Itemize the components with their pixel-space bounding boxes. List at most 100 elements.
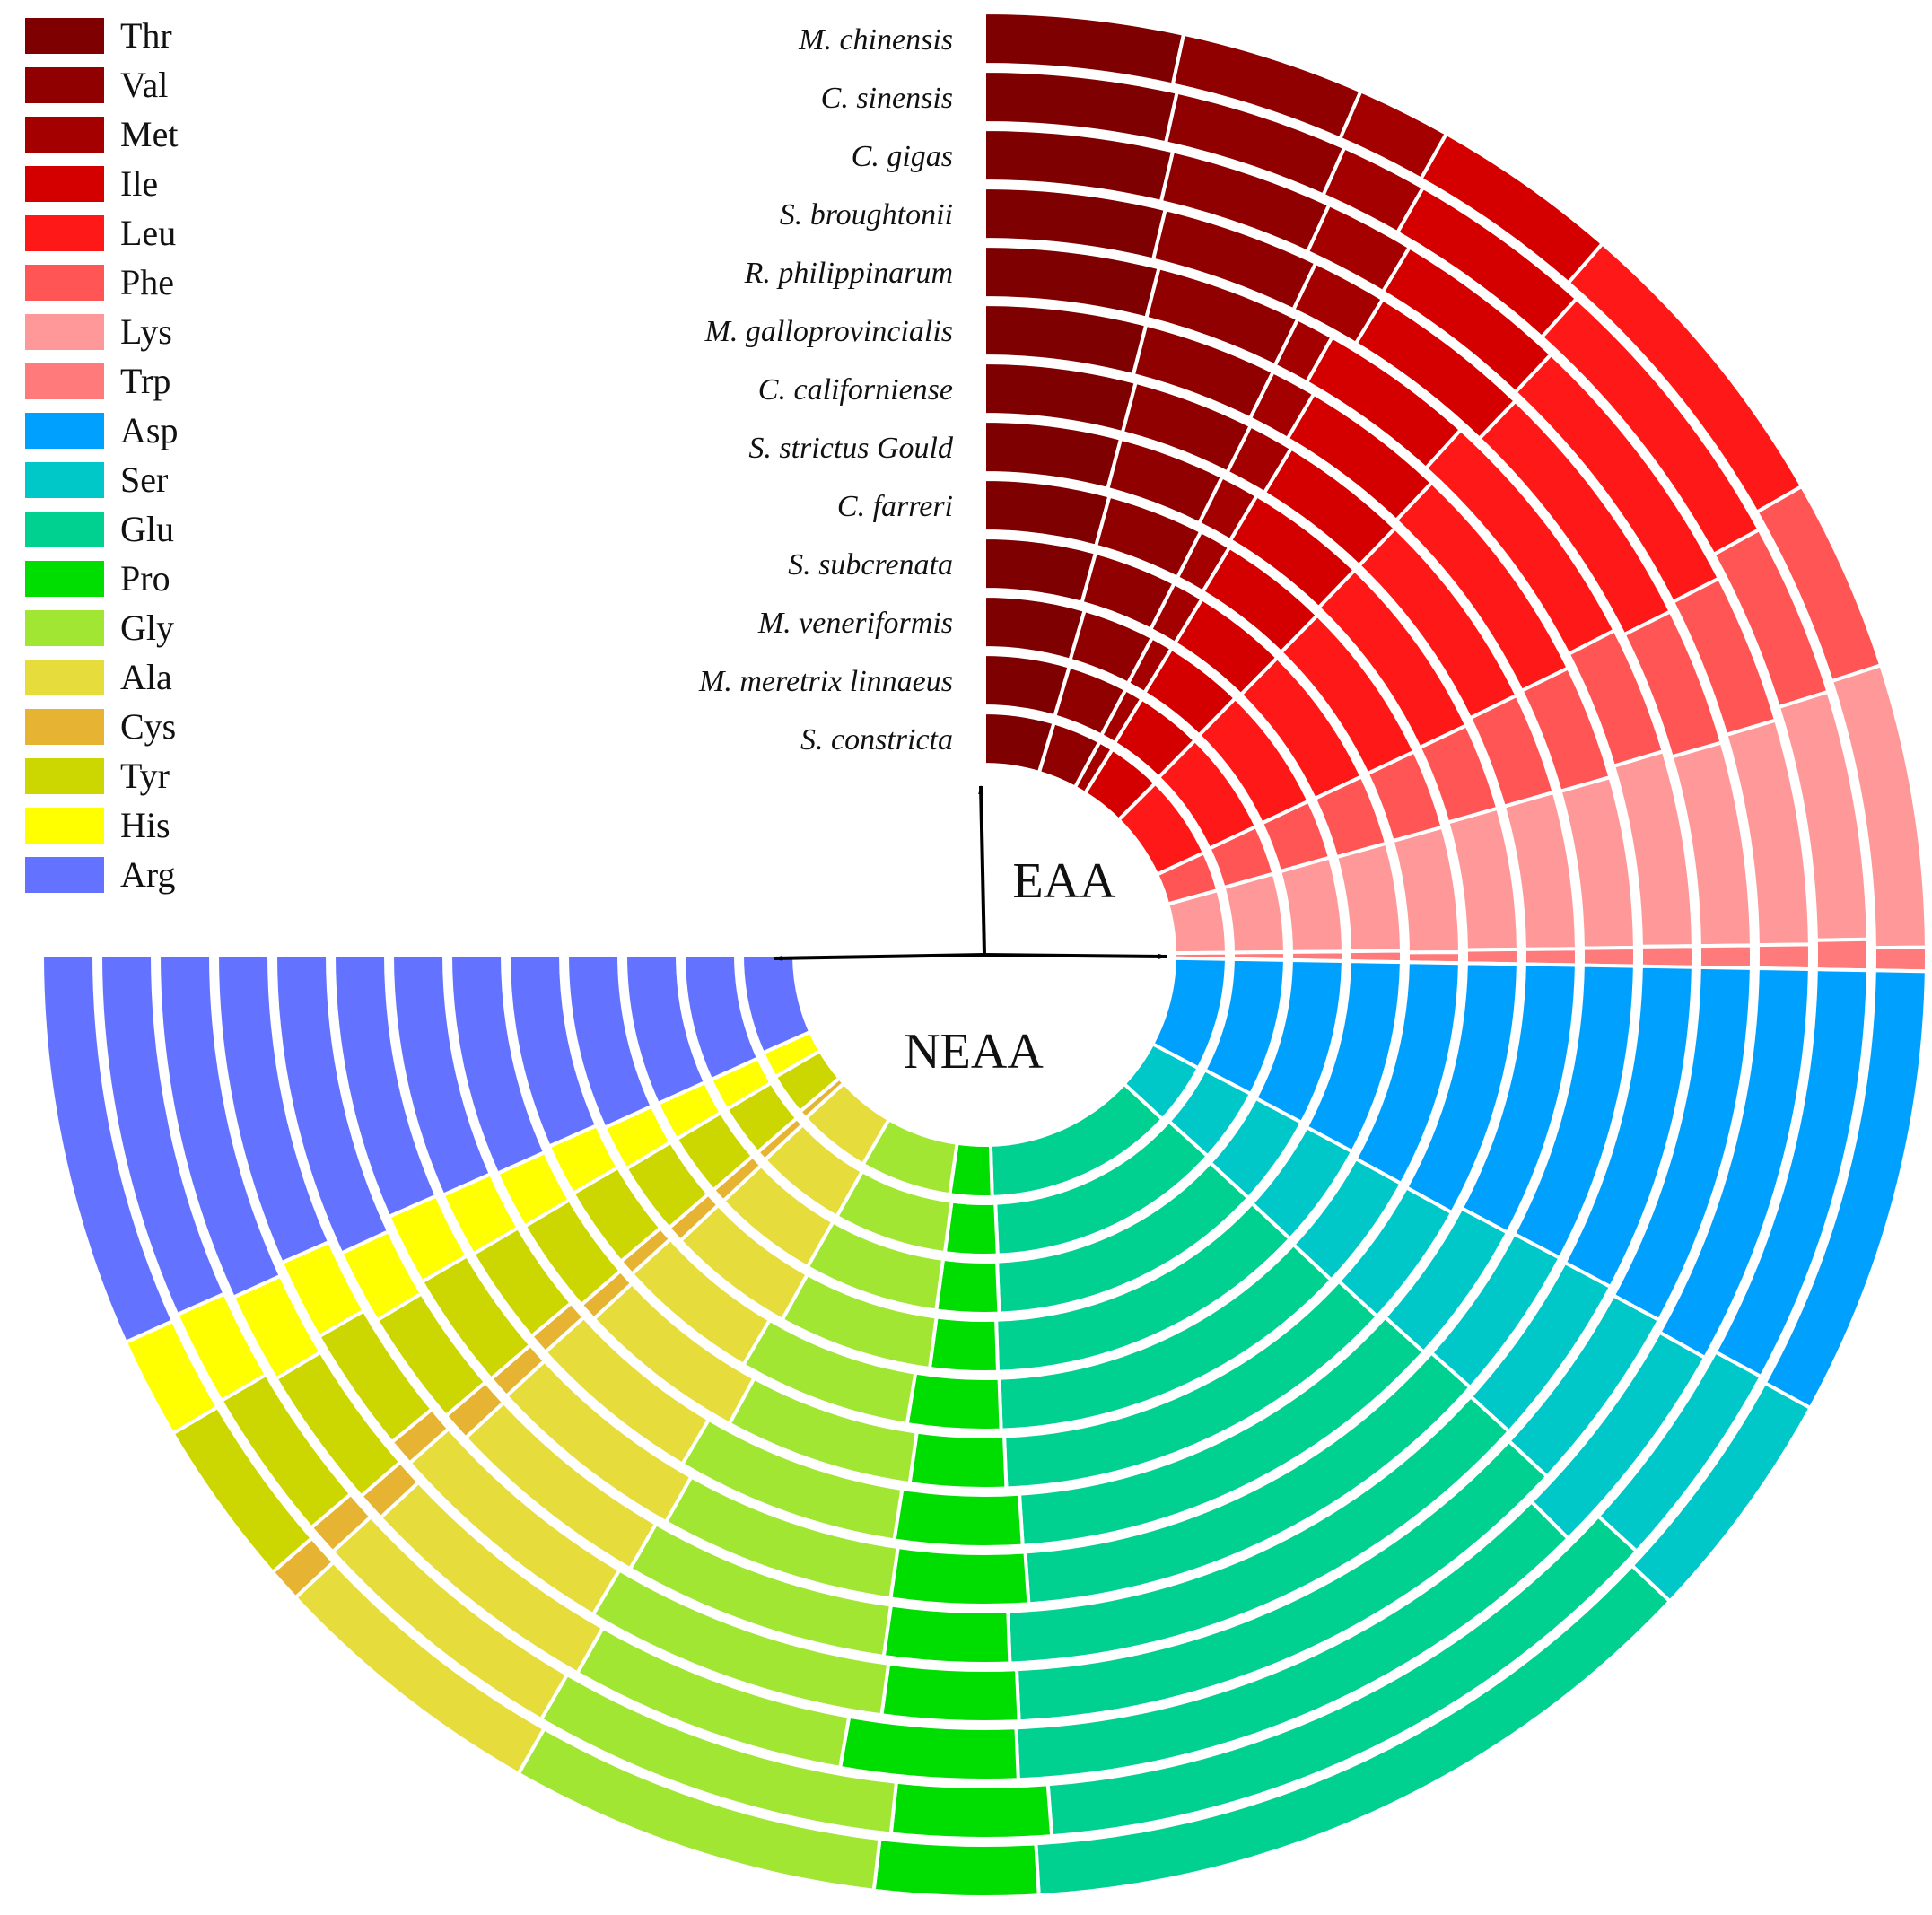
- legend-swatch-gly: [25, 610, 104, 646]
- legend-label-his: His: [120, 805, 170, 845]
- neaa-segment-arg: [273, 953, 391, 1256]
- legend-swatch-thr: [25, 18, 104, 54]
- species-label-c-sinensis: C. sinensis: [821, 82, 953, 115]
- species-label-m-meretrix-linnaeus: M. meretrix linnaeus: [698, 665, 953, 698]
- neaa-segment-pro: [907, 1430, 1009, 1491]
- legend-swatch-pro: [25, 561, 104, 597]
- ring-m-galloprovincialis: [331, 302, 1637, 1607]
- legend-label-arg: Arg: [120, 854, 175, 895]
- legend-swatch-ala: [25, 660, 104, 695]
- neaa-segment-arg: [331, 953, 440, 1220]
- species-label-m-chinensis: M. chinensis: [798, 23, 953, 57]
- ring-c-gigas: [156, 127, 1812, 1782]
- species-label-m-galloprovincialis: M. galloprovincialis: [704, 315, 953, 348]
- legend-label-leu: Leu: [120, 213, 176, 253]
- eaa-segment-lys: [1277, 855, 1345, 954]
- species-label-c-farreri: C. farreri: [837, 490, 953, 523]
- legend-swatch-his: [25, 808, 104, 844]
- legend-label-phe: Phe: [120, 262, 174, 302]
- neaa-segment-pro: [905, 1370, 1003, 1432]
- legend-swatch-phe: [25, 265, 104, 301]
- legend-swatch-lys: [25, 314, 104, 350]
- legend-swatch-trp: [25, 363, 104, 399]
- neaa-segment-pro: [942, 1199, 1000, 1257]
- legend-label-ser: Ser: [120, 459, 168, 500]
- legend-swatch-asp: [25, 413, 104, 449]
- neaa-segment-pro: [879, 1661, 1021, 1724]
- legend-label-lys: Lys: [120, 311, 172, 352]
- neaa-segment-arg: [739, 953, 813, 1055]
- species-label-c-gigas: C. gigas: [852, 140, 953, 173]
- neaa-segment-arg: [564, 953, 655, 1131]
- eaa-segment-trp: [1755, 942, 1812, 972]
- eaa-segment-lys: [1221, 870, 1288, 955]
- eaa-segment-thr: [983, 593, 1088, 663]
- legend-label-gly: Gly: [120, 608, 174, 648]
- neaa-segment-arg: [681, 953, 761, 1082]
- ring-s-strictus-gould: [448, 418, 1520, 1491]
- ring-s-constricta: [739, 710, 1229, 1199]
- neaa-segment-pro: [881, 1603, 1012, 1666]
- legend-swatch-leu: [25, 215, 104, 251]
- neaa-segment-pro: [927, 1315, 1001, 1375]
- legend-swatch-cys: [25, 709, 104, 745]
- eaa-segment-lys: [1333, 841, 1403, 954]
- neaa-segment-pro: [892, 1486, 1025, 1549]
- ring-s-subcrenata: [564, 535, 1403, 1375]
- ring-c-californiense: [389, 360, 1578, 1549]
- species-label-s-strictus-gould: S. strictus Gould: [748, 432, 954, 465]
- species-label-r-philippinarum: R. philippinarum: [744, 257, 953, 290]
- legend-swatch-glu: [25, 512, 104, 547]
- species-label-s-subcrenata: S. subcrenata: [788, 548, 953, 581]
- legend-swatch-tyr: [25, 758, 104, 794]
- legend: Thr Val Met Ile Leu Phe Lys Trp Asp Ser Glu Pro Gly A…: [25, 15, 178, 895]
- species-label-m-veneriformis: M. veneriformis: [757, 607, 953, 640]
- species-labels: M. chinensis C. sinensis C. gigas S. brough…: [698, 23, 954, 756]
- neaa-segment-arg: [448, 953, 547, 1176]
- species-label-c-californiense: C. californiense: [758, 373, 953, 407]
- legend-label-asp: Asp: [120, 410, 178, 450]
- neaa-segment-arg: [506, 953, 599, 1150]
- eaa-segment-trp: [1639, 944, 1695, 969]
- legend-swatch-val: [25, 67, 104, 103]
- eaa-segment-trp: [1872, 945, 1929, 974]
- legend-label-pro: Pro: [120, 558, 170, 599]
- neaa-segment-arg: [156, 953, 284, 1300]
- neaa-segment-pro: [888, 1779, 1054, 1841]
- legend-label-ile: Ile: [120, 163, 158, 204]
- eaa-arrow: [978, 785, 986, 956]
- eaa-segment-trp: [1580, 946, 1637, 968]
- neaa-segment-pro: [888, 1544, 1031, 1607]
- ring-m-veneriformis: [623, 593, 1345, 1316]
- neaa-arrow-left: [774, 953, 985, 961]
- neaa-label: NEAA: [904, 1024, 1044, 1080]
- legend-label-ala: Ala: [120, 657, 172, 697]
- legend-swatch-arg: [25, 857, 104, 893]
- legend-label-thr: Thr: [120, 15, 172, 56]
- eaa-segment-thr: [983, 535, 1098, 606]
- ring-c-sinensis: [98, 68, 1871, 1841]
- eaa-segment-trp: [1814, 937, 1871, 973]
- legend-label-val: Val: [120, 65, 168, 105]
- neaa-segment-pro: [934, 1256, 1001, 1316]
- legend-swatch-ile: [25, 166, 104, 202]
- legend-label-met: Met: [120, 114, 178, 154]
- ring-s-broughtonii: [214, 185, 1753, 1724]
- legend-swatch-met: [25, 117, 104, 153]
- neaa-segment-pro: [837, 1714, 1020, 1782]
- ring-m-chinensis: [39, 10, 1929, 1899]
- neaa-segment-arg: [98, 953, 227, 1317]
- legend-swatch-ser: [25, 462, 104, 498]
- neaa-segment-arg: [389, 953, 494, 1198]
- species-label-s-broughtonii: S. broughtonii: [780, 198, 953, 232]
- eaa-label: EAA: [1012, 853, 1116, 909]
- species-label-s-constricta: S. constricta: [800, 723, 953, 756]
- direction-arrows: EAA NEAA: [774, 785, 1167, 1080]
- ring-m-meretrix-linnaeus: [681, 651, 1288, 1257]
- neaa-segment-arg: [39, 953, 176, 1345]
- neaa-segment-arg: [214, 953, 332, 1265]
- legend-label-glu: Glu: [120, 509, 174, 549]
- rings: [39, 10, 1929, 1899]
- eaa-segment-trp: [1697, 943, 1753, 970]
